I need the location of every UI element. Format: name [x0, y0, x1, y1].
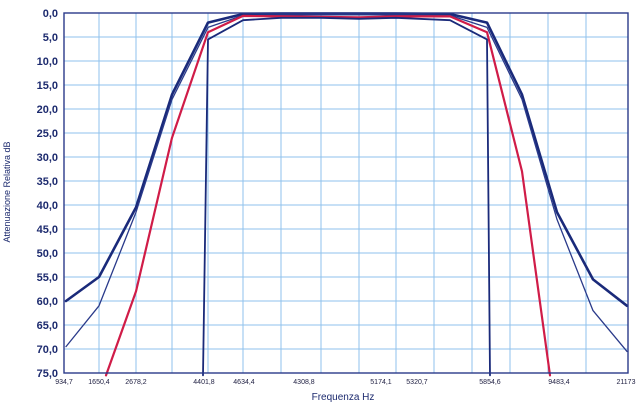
y-tick-label: 25,0: [37, 128, 58, 140]
x-axis-label: Frequenza Hz: [312, 392, 375, 403]
x-tick-label: 5174,1: [370, 379, 392, 386]
y-axis-ticks: 0,0 5,0 10,0 15,0 20,0 25,0 30,0 35,0 40,0 45,0 50…: [37, 8, 58, 380]
y-tick-label: 40,0: [37, 200, 58, 212]
series-line-4: [202, 16, 491, 377]
y-tick-label: 45,0: [37, 224, 58, 236]
y-tick-label: 70,0: [37, 344, 58, 356]
x-tick-label: 5854,6: [479, 379, 501, 386]
series-line-2: [65, 14, 628, 353]
y-tick-label: 75,0: [37, 368, 58, 380]
y-tick-label: 20,0: [37, 104, 58, 116]
y-tick-label: 30,0: [37, 152, 58, 164]
x-tick-label: 1650,4: [88, 379, 110, 386]
x-tick-label: 9483,4: [548, 379, 570, 386]
plot-border: [63, 12, 629, 374]
x-tick-label: 934,7: [55, 379, 73, 386]
x-tick-label: 4401,8: [193, 379, 215, 386]
y-tick-label: 50,0: [37, 248, 58, 260]
y-axis-label: Attenuazione Relativa dB: [2, 141, 12, 242]
x-tick-label: 2678,2: [125, 379, 147, 386]
x-tick-label: 5320,7: [406, 379, 428, 386]
x-tick-label: 4634,4: [233, 379, 255, 386]
x-tick-label: 21173: [617, 379, 636, 386]
grid: [63, 12, 629, 374]
y-tick-label: 15,0: [37, 80, 58, 92]
y-tick-label: 35,0: [37, 176, 58, 188]
y-tick-label: 55,0: [37, 272, 58, 284]
y-tick-label: 0,0: [43, 8, 58, 20]
y-tick-label: 65,0: [37, 320, 58, 332]
x-axis-ticks: 934,7 1650,4 2678,2 4401,8 4634,4 4308,8 5174,…: [55, 379, 635, 386]
y-tick-label: 60,0: [37, 296, 58, 308]
series-group: [64, 12, 629, 377]
series-line-3: [104, 14, 552, 377]
series-line-1: [64, 12, 629, 308]
x-tick-label: 4308,8: [293, 379, 315, 386]
plot-frame: [63, 12, 629, 374]
y-tick-label: 10,0: [37, 56, 58, 68]
y-tick-label: 5,0: [43, 32, 58, 44]
